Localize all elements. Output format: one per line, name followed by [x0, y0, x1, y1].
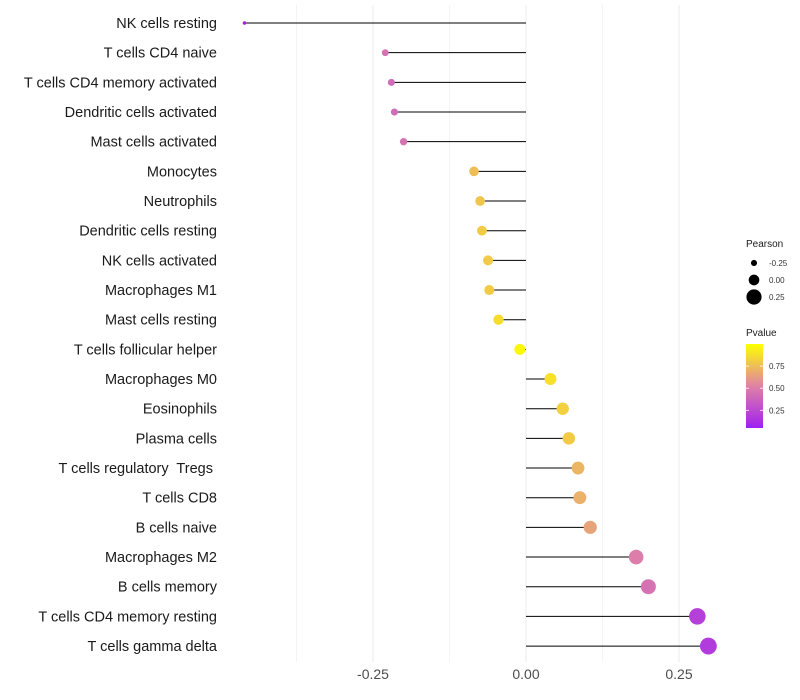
- y-axis-label: Eosinophils: [143, 402, 217, 418]
- y-axis-label: T cells regulatory Tregs: [59, 461, 218, 477]
- legend-pearson-label: -0.25: [769, 259, 788, 268]
- lollipop-points: [242, 21, 717, 655]
- lollipop-point: [381, 49, 389, 57]
- grid-lines: [296, 5, 680, 662]
- lollipop-point: [399, 137, 408, 146]
- y-axis-label: B cells naive: [136, 520, 217, 536]
- y-axis-label: Neutrophils: [144, 194, 217, 210]
- legend-pearson-key: [750, 259, 758, 267]
- lollipop-point: [562, 432, 576, 445]
- legend-pvalue-label: 0.25: [769, 406, 785, 415]
- y-axis-label: T cells CD4 naive: [104, 46, 217, 62]
- lollipop-point: [477, 225, 487, 236]
- lollipop-point: [571, 461, 585, 475]
- legend-pearson-key: [746, 289, 762, 305]
- lollipop-point: [699, 637, 717, 655]
- legend-pvalue-label: 0.75: [769, 362, 785, 371]
- lollipop-point: [556, 402, 569, 415]
- y-axis-label: Macrophages M1: [105, 283, 217, 299]
- lollipop-point: [583, 520, 597, 534]
- legend-pearson-title: Pearson: [746, 239, 783, 250]
- lollipop-point: [242, 21, 247, 25]
- legend-pvalue-colorbar: [746, 344, 763, 428]
- y-axis-label: T cells gamma delta: [88, 639, 218, 655]
- x-axis-ticks: -0.25 0.00 0.25: [357, 666, 693, 682]
- legend-pearson-items: -0.25 0.00 0.25: [746, 259, 788, 305]
- lollipop-point: [475, 196, 485, 206]
- lollipop-point: [628, 549, 644, 565]
- y-axis-label: Macrophages M2: [105, 550, 217, 566]
- lollipop-point: [390, 108, 398, 116]
- legend-pvalue: Pvalue 0.75 0.50 0.25: [746, 328, 785, 428]
- legend-pearson-label: 0.25: [769, 293, 785, 302]
- x-tick-label: 0.25: [665, 666, 692, 682]
- lollipop-point: [484, 285, 495, 296]
- legend-pvalue-items: 0.75 0.50 0.25: [746, 362, 785, 415]
- y-axis-label: Macrophages M0: [105, 372, 217, 388]
- lollipop-point: [689, 608, 706, 625]
- lollipop-point: [493, 314, 504, 325]
- legend-pvalue-title: Pvalue: [746, 328, 777, 339]
- lollipop-point: [387, 78, 395, 86]
- y-axis-label: NK cells resting: [116, 16, 217, 32]
- y-axis-labels: NK cells resting T cells CD4 naive T cells…: [24, 16, 218, 655]
- legend-pvalue-label: 0.50: [769, 384, 785, 393]
- x-tick-label: -0.25: [357, 666, 389, 682]
- y-axis-label: T cells CD4 memory resting: [38, 609, 217, 625]
- y-axis-label: Dendritic cells resting: [79, 224, 217, 240]
- y-axis-label: B cells memory: [118, 580, 218, 596]
- y-axis-label: NK cells activated: [102, 253, 217, 269]
- y-axis-label: Mast cells activated: [90, 135, 217, 151]
- lollipop-point: [469, 166, 479, 177]
- lollipop-point: [544, 373, 557, 386]
- y-axis-label: Plasma cells: [136, 431, 217, 447]
- legend-pearson-key: [748, 274, 760, 286]
- y-axis-label: T cells CD4 memory activated: [24, 75, 217, 91]
- y-axis-label: Mast cells resting: [105, 313, 217, 329]
- legend-pearson: Pearson -0.25 0.00 0.25: [746, 239, 788, 305]
- y-axis-label: Monocytes: [147, 164, 217, 180]
- lollipop-point: [573, 491, 587, 505]
- lollipop-point: [640, 579, 656, 595]
- y-axis-label: T cells follicular helper: [74, 342, 217, 358]
- lollipop-point: [514, 343, 526, 355]
- y-axis-label: T cells CD8: [142, 491, 217, 507]
- x-tick-label: 0.00: [512, 666, 539, 682]
- lollipop-point: [483, 255, 494, 266]
- legend-pearson-label: 0.00: [769, 276, 785, 285]
- y-axis-label: Dendritic cells activated: [65, 105, 217, 121]
- lollipop-stems: [244, 22, 709, 647]
